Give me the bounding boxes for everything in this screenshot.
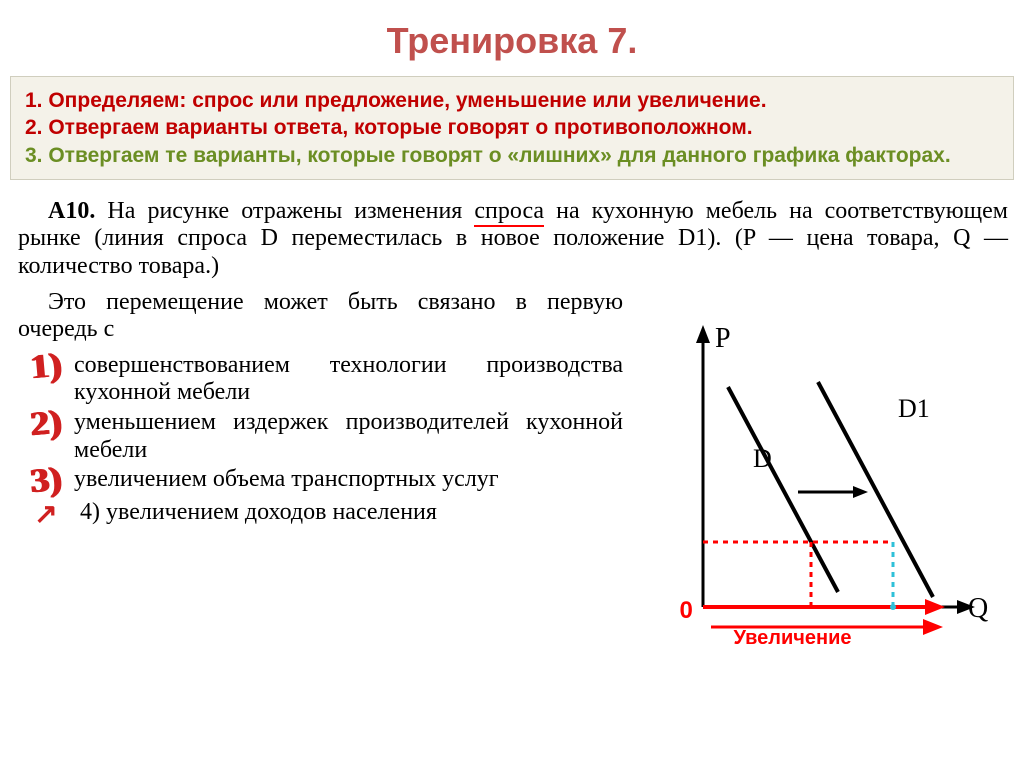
- origin-zero: 0: [679, 597, 692, 625]
- instruction-3: 3. Отвергаем те варианты, которые говоря…: [25, 142, 999, 169]
- content-area: А10. На рисунке отражены изменения спрос…: [0, 180, 1024, 657]
- task-para2: Это перемещение может быть связано в пер…: [18, 289, 623, 344]
- task-label: А10.: [48, 198, 95, 224]
- answer-arrow-icon: ↗: [34, 499, 57, 531]
- option-1-text: совершенствованием технологии производст…: [74, 352, 623, 407]
- instruction-2: 2. Отвергаем варианты ответа, которые го…: [25, 114, 999, 141]
- scribble-icon: 3): [29, 465, 63, 498]
- scribble-icon: 2): [29, 408, 63, 441]
- d1-line-label: D1: [898, 394, 930, 423]
- option-4: ↗ 4) увеличением доходов населения: [18, 499, 623, 531]
- scribble-icon: 1): [29, 351, 63, 384]
- left-text-column: Это перемещение может быть связано в пер…: [18, 287, 623, 533]
- task-text-before: На рисунке отражены изменения: [107, 198, 474, 224]
- option-2: 2) уменьшением издержек производителей к…: [18, 409, 623, 464]
- graph-column: P Q D D1 0 Увеличение: [633, 287, 993, 657]
- option-4-number: 4): [80, 499, 100, 525]
- option-3: 3) увеличением объема транспортных услуг: [18, 466, 623, 497]
- task-text: А10. На рисунке отражены изменения спрос…: [18, 198, 1008, 281]
- option-2-text: уменьшением издержек производителей кухо…: [74, 409, 623, 464]
- instruction-1: 1. Определяем: спрос или предложение, ум…: [25, 87, 999, 114]
- increase-label: Увеличение: [733, 627, 851, 650]
- option-3-text: увеличением объема транспортных услуг: [74, 466, 623, 494]
- d-line-label: D: [753, 444, 772, 473]
- q-axis-label: Q: [968, 593, 988, 624]
- instructions-box: 1. Определяем: спрос или предложение, ум…: [10, 76, 1014, 180]
- option-4-text: увеличением доходов населения: [106, 499, 437, 525]
- option-1: 1) совершенствованием технологии произво…: [18, 352, 623, 407]
- options-list: 1) совершенствованием технологии произво…: [18, 352, 623, 531]
- task-underlined: спроса: [474, 198, 544, 227]
- p-axis-label: P: [715, 323, 731, 354]
- page-title: Тренировка 7.: [0, 0, 1024, 76]
